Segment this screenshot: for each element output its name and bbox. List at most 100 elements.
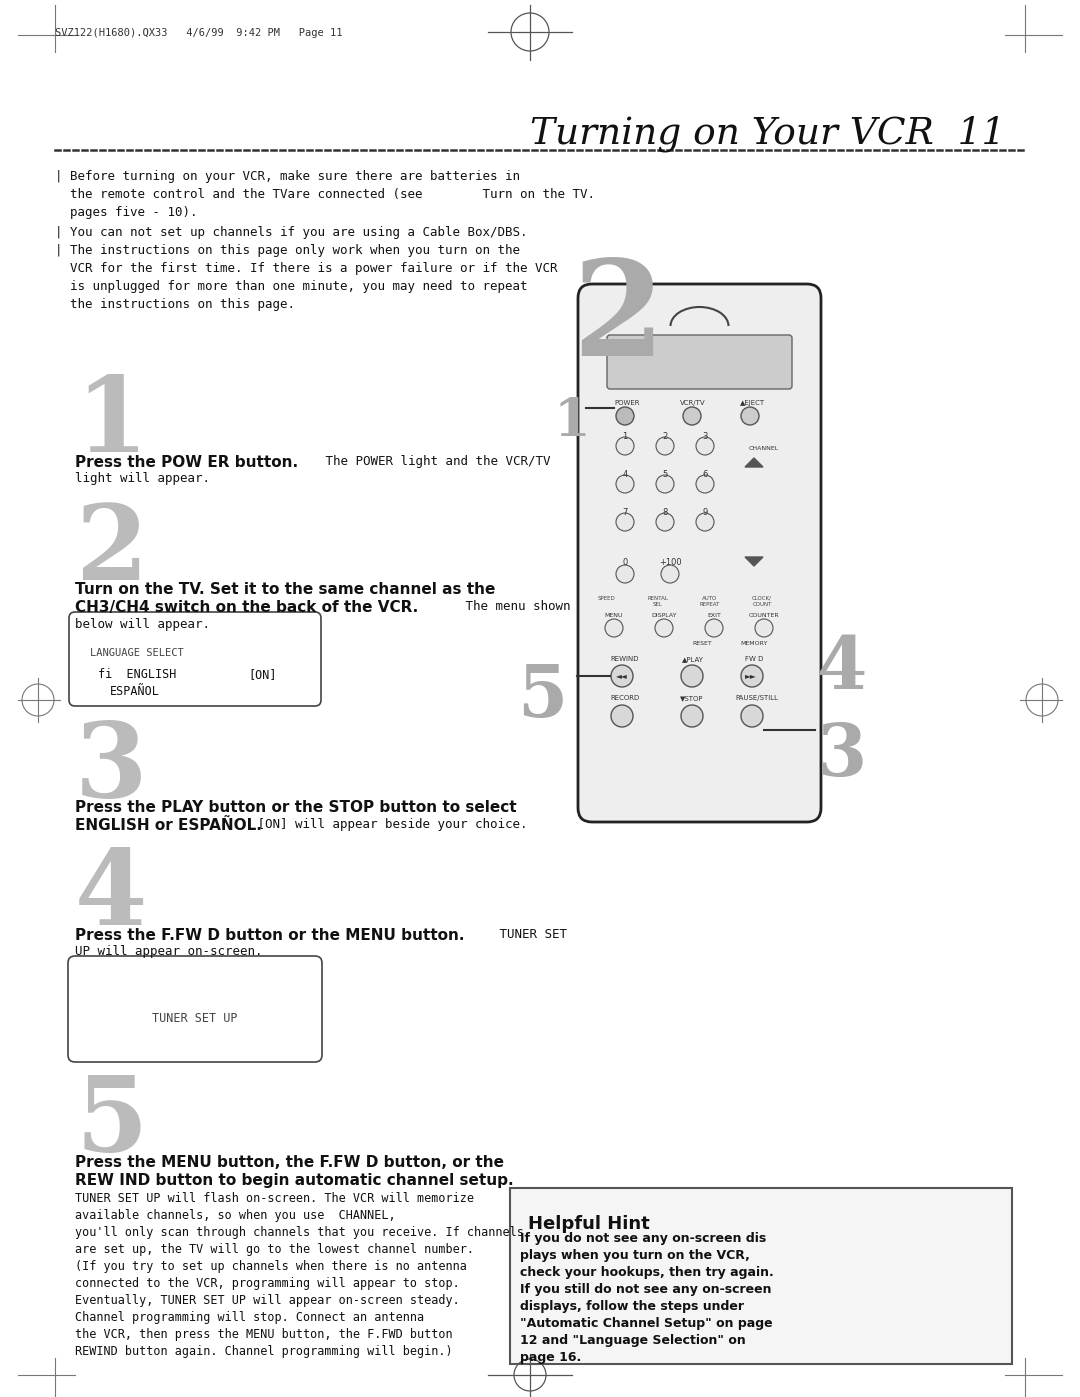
Text: [ON] will appear beside your choice.: [ON] will appear beside your choice. bbox=[249, 819, 527, 831]
Text: ESPAÑOL: ESPAÑOL bbox=[110, 685, 160, 698]
Text: displays, follow the steps under: displays, follow the steps under bbox=[519, 1301, 744, 1313]
Circle shape bbox=[661, 564, 679, 583]
Text: ▲EJECT: ▲EJECT bbox=[740, 400, 765, 407]
Circle shape bbox=[741, 705, 762, 726]
Text: (If you try to set up channels when there is no antenna: (If you try to set up channels when ther… bbox=[75, 1260, 467, 1273]
Text: PAUSE/STILL: PAUSE/STILL bbox=[735, 694, 778, 701]
Text: 5: 5 bbox=[75, 1071, 147, 1173]
Text: is unplugged for more than one minute, you may need to repeat: is unplugged for more than one minute, y… bbox=[55, 279, 527, 293]
Text: ▼STOP: ▼STOP bbox=[680, 694, 703, 701]
Text: Channel programming will stop. Connect an antenna: Channel programming will stop. Connect a… bbox=[75, 1310, 424, 1324]
Text: If you do not see any on-screen dis: If you do not see any on-screen dis bbox=[519, 1232, 766, 1245]
Text: 6: 6 bbox=[702, 469, 707, 479]
FancyBboxPatch shape bbox=[69, 612, 321, 705]
Text: MEMORY: MEMORY bbox=[740, 641, 768, 645]
Text: CLOCK/
COUNT: CLOCK/ COUNT bbox=[752, 597, 772, 606]
Circle shape bbox=[656, 513, 674, 531]
Circle shape bbox=[681, 705, 703, 726]
Text: Turn on the TV. Set it to the same channel as the: Turn on the TV. Set it to the same chann… bbox=[75, 583, 496, 597]
Polygon shape bbox=[745, 557, 762, 566]
Text: fi  ENGLISH: fi ENGLISH bbox=[98, 668, 176, 680]
Text: light will appear.: light will appear. bbox=[75, 472, 210, 485]
Circle shape bbox=[696, 437, 714, 455]
Text: plays when you turn on the VCR,: plays when you turn on the VCR, bbox=[519, 1249, 750, 1261]
Text: 1: 1 bbox=[554, 395, 591, 447]
Text: Helpful Hint: Helpful Hint bbox=[528, 1215, 650, 1234]
Text: 12 and "Language Selection" on: 12 and "Language Selection" on bbox=[519, 1334, 746, 1347]
Text: POWER: POWER bbox=[615, 400, 639, 407]
Text: AUTO
REPEAT: AUTO REPEAT bbox=[700, 597, 720, 606]
Text: 5: 5 bbox=[517, 661, 567, 732]
Circle shape bbox=[616, 564, 634, 583]
Text: ►►: ►► bbox=[745, 672, 757, 680]
Text: ▲PLAY: ▲PLAY bbox=[681, 657, 704, 662]
Text: DISPLAY: DISPLAY bbox=[651, 613, 677, 617]
Text: "Automatic Channel Setup" on page: "Automatic Channel Setup" on page bbox=[519, 1317, 772, 1330]
Text: VCR/TV: VCR/TV bbox=[680, 400, 705, 407]
Text: SPEED: SPEED bbox=[597, 597, 615, 601]
Circle shape bbox=[616, 513, 634, 531]
Text: FW D: FW D bbox=[745, 657, 764, 662]
Text: 2: 2 bbox=[75, 500, 148, 602]
Circle shape bbox=[696, 475, 714, 493]
Text: 3: 3 bbox=[816, 719, 867, 791]
Circle shape bbox=[611, 705, 633, 726]
Circle shape bbox=[696, 513, 714, 531]
Text: 4: 4 bbox=[622, 469, 627, 479]
Text: 3: 3 bbox=[702, 432, 707, 441]
Text: MENU: MENU bbox=[605, 613, 623, 617]
Text: TUNER SET UP will flash on-screen. The VCR will memorize: TUNER SET UP will flash on-screen. The V… bbox=[75, 1192, 474, 1206]
Text: EXIT: EXIT bbox=[707, 613, 721, 617]
Text: 4: 4 bbox=[816, 633, 867, 704]
Text: The POWER light and the VCR/TV: The POWER light and the VCR/TV bbox=[318, 455, 551, 468]
Text: LANGUAGE SELECT: LANGUAGE SELECT bbox=[90, 648, 184, 658]
Circle shape bbox=[656, 437, 674, 455]
Text: | You can not set up channels if you are using a Cable Box/DBS.: | You can not set up channels if you are… bbox=[55, 226, 527, 239]
Text: 1: 1 bbox=[75, 372, 147, 474]
Text: available channels, so when you use  CHANNEL,: available channels, so when you use CHAN… bbox=[75, 1208, 395, 1222]
Text: REWIND: REWIND bbox=[610, 657, 638, 662]
Text: RESET: RESET bbox=[692, 641, 712, 645]
Text: you'll only scan through channels that you receive. If channels: you'll only scan through channels that y… bbox=[75, 1227, 524, 1239]
Text: the VCR, then press the MENU button, the F.FWD button: the VCR, then press the MENU button, the… bbox=[75, 1329, 453, 1341]
Circle shape bbox=[681, 665, 703, 687]
Text: Press the POW ER button.: Press the POW ER button. bbox=[75, 455, 298, 469]
Circle shape bbox=[654, 619, 673, 637]
Circle shape bbox=[656, 475, 674, 493]
Text: 8: 8 bbox=[662, 509, 667, 517]
Text: REW IND button to begin automatic channel setup.: REW IND button to begin automatic channe… bbox=[75, 1173, 514, 1187]
Text: 7: 7 bbox=[622, 509, 627, 517]
Text: | The instructions on this page only work when you turn on the: | The instructions on this page only wor… bbox=[55, 244, 519, 257]
Text: 1: 1 bbox=[622, 432, 627, 441]
Text: 2: 2 bbox=[662, 432, 667, 441]
Text: page 16.: page 16. bbox=[519, 1351, 581, 1363]
Text: the remote control and the TVare connected (see        Turn on the TV.: the remote control and the TVare connect… bbox=[55, 189, 595, 201]
Circle shape bbox=[741, 665, 762, 687]
Text: 2: 2 bbox=[572, 256, 664, 384]
Text: are set up, the TV will go to the lowest channel number.: are set up, the TV will go to the lowest… bbox=[75, 1243, 474, 1256]
Circle shape bbox=[741, 407, 759, 425]
Polygon shape bbox=[745, 458, 762, 467]
FancyBboxPatch shape bbox=[510, 1187, 1012, 1363]
Text: [ON]: [ON] bbox=[248, 668, 276, 680]
Circle shape bbox=[616, 437, 634, 455]
Circle shape bbox=[605, 619, 623, 637]
Circle shape bbox=[683, 407, 701, 425]
Text: If you still do not see any on-screen: If you still do not see any on-screen bbox=[519, 1282, 771, 1296]
Text: +100: +100 bbox=[659, 557, 681, 567]
Text: RENTAL
SEL: RENTAL SEL bbox=[648, 597, 669, 606]
Text: TUNER SET UP: TUNER SET UP bbox=[152, 1011, 238, 1025]
Text: | Before turning on your VCR, make sure there are batteries in: | Before turning on your VCR, make sure … bbox=[55, 170, 519, 183]
FancyBboxPatch shape bbox=[607, 335, 792, 388]
Circle shape bbox=[616, 475, 634, 493]
Text: Press the MENU button, the F.FW D button, or the: Press the MENU button, the F.FW D button… bbox=[75, 1155, 504, 1171]
Text: connected to the VCR, programming will appear to stop.: connected to the VCR, programming will a… bbox=[75, 1277, 460, 1289]
Text: ◄◄: ◄◄ bbox=[616, 672, 627, 680]
Text: Turning on Your VCR  11: Turning on Your VCR 11 bbox=[529, 115, 1005, 151]
Text: Press the PLAY button or the STOP button to select: Press the PLAY button or the STOP button… bbox=[75, 800, 516, 814]
FancyBboxPatch shape bbox=[578, 284, 821, 821]
Text: the instructions on this page.: the instructions on this page. bbox=[55, 298, 295, 312]
Text: 0: 0 bbox=[622, 557, 627, 567]
Text: VCR for the first time. If there is a power failure or if the VCR: VCR for the first time. If there is a po… bbox=[55, 263, 557, 275]
Text: TUNER SET: TUNER SET bbox=[492, 928, 567, 942]
